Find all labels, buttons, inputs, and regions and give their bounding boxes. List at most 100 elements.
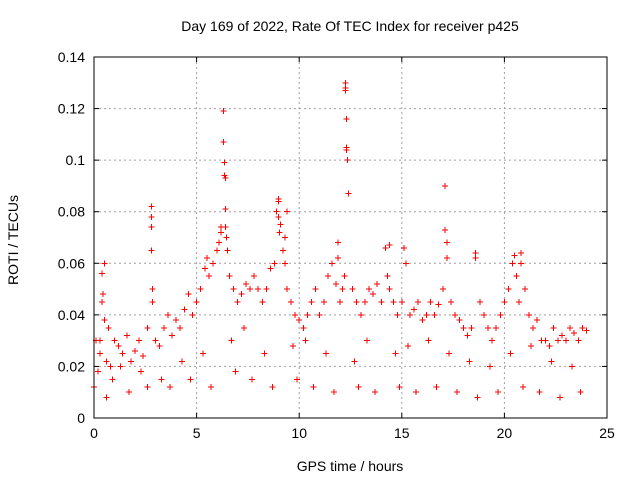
- data-point: [517, 249, 524, 256]
- data-point: [480, 311, 487, 318]
- data-point: [189, 311, 196, 318]
- data-point: [220, 139, 227, 146]
- data-point: [125, 389, 132, 396]
- data-point: [99, 298, 106, 305]
- data-point: [407, 311, 414, 318]
- data-point: [267, 265, 274, 272]
- data-point: [456, 317, 463, 324]
- data-point: [530, 324, 537, 331]
- data-point: [382, 244, 389, 251]
- data-point: [342, 87, 349, 94]
- data-point: [505, 286, 512, 293]
- data-point: [400, 244, 407, 251]
- data-point: [331, 389, 338, 396]
- data-point: [109, 376, 116, 383]
- y-axis-label: ROTI / TECUs: [5, 195, 21, 285]
- data-point: [218, 224, 225, 231]
- data-point: [396, 384, 403, 391]
- x-tick-label: 10: [291, 425, 307, 441]
- data-point: [550, 324, 557, 331]
- data-point: [226, 273, 233, 280]
- data-point: [542, 337, 549, 344]
- data-point: [548, 358, 555, 365]
- data-point: [164, 311, 171, 318]
- data-point: [339, 286, 346, 293]
- data-point: [107, 363, 114, 370]
- chart-title: Day 169 of 2022, Rate Of TEC Index for r…: [181, 18, 519, 34]
- data-point: [158, 376, 165, 383]
- data-point: [273, 208, 280, 215]
- data-point: [177, 324, 184, 331]
- data-point: [214, 247, 221, 254]
- data-point: [304, 311, 311, 318]
- data-point: [138, 368, 145, 375]
- data-point: [370, 291, 377, 298]
- data-point: [222, 206, 229, 213]
- data-point: [276, 229, 283, 236]
- data-point: [431, 311, 438, 318]
- data-point: [357, 311, 364, 318]
- data-point: [433, 384, 440, 391]
- data-point: [404, 342, 411, 349]
- data-point: [343, 144, 350, 151]
- data-point: [281, 234, 288, 241]
- data-point: [296, 317, 303, 324]
- data-point: [577, 389, 584, 396]
- y-tick-label: 0.08: [58, 204, 85, 220]
- data-point: [378, 298, 385, 305]
- data-point: [329, 260, 336, 267]
- x-tick-label: 20: [497, 425, 513, 441]
- data-point: [534, 317, 541, 324]
- data-point: [308, 298, 315, 305]
- data-point: [443, 239, 450, 246]
- data-point: [320, 298, 327, 305]
- data-point: [101, 317, 108, 324]
- data-point: [232, 368, 239, 375]
- data-point: [148, 247, 155, 254]
- data-point: [324, 273, 331, 280]
- data-point: [105, 324, 112, 331]
- data-point: [517, 260, 524, 267]
- data-point: [185, 291, 192, 298]
- data-point: [149, 298, 156, 305]
- data-point: [394, 311, 401, 318]
- data-point: [513, 273, 520, 280]
- y-tick-label: 0.1: [66, 152, 86, 168]
- y-tick-label: 0.06: [58, 255, 85, 271]
- data-point: [117, 363, 124, 370]
- x-tick-label: 25: [599, 425, 615, 441]
- data-point: [223, 234, 230, 241]
- data-point: [497, 311, 504, 318]
- data-point: [390, 298, 397, 305]
- data-point: [423, 311, 430, 318]
- data-point: [140, 353, 147, 360]
- data-point: [511, 252, 518, 259]
- data-point: [97, 337, 104, 344]
- data-point: [144, 324, 151, 331]
- data-point: [507, 350, 514, 357]
- data-point: [205, 273, 212, 280]
- y-tick-labels: 0 0.02 0.04 0.06 0.08 0.1 0.12 0.14: [58, 49, 85, 426]
- data-point: [363, 337, 370, 344]
- data-point: [99, 270, 106, 277]
- data-point: [386, 286, 393, 293]
- data-point: [246, 286, 253, 293]
- data-point: [207, 384, 214, 391]
- data-point: [242, 280, 249, 287]
- data-point: [283, 208, 290, 215]
- data-point: [374, 280, 381, 287]
- data-point: [536, 389, 543, 396]
- data-point: [316, 311, 323, 318]
- data-point: [472, 255, 479, 262]
- data-point: [415, 298, 422, 305]
- data-point: [281, 260, 288, 267]
- data-point: [342, 79, 349, 86]
- data-point: [333, 280, 340, 287]
- data-point: [337, 298, 344, 305]
- data-point: [343, 115, 350, 122]
- data-point: [466, 358, 473, 365]
- data-point: [95, 368, 102, 375]
- data-point: [259, 298, 266, 305]
- data-point: [127, 358, 134, 365]
